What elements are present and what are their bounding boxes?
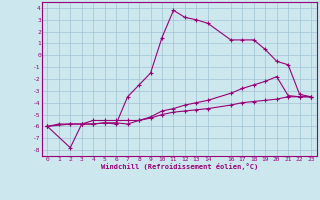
X-axis label: Windchill (Refroidissement éolien,°C): Windchill (Refroidissement éolien,°C)	[100, 163, 258, 170]
